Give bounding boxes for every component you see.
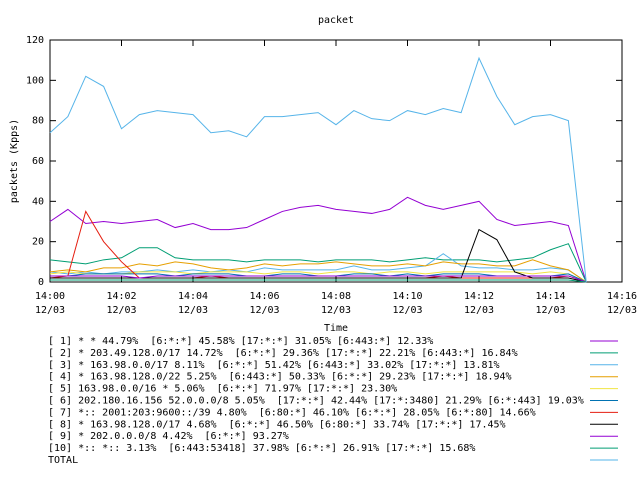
- plot-frame: [49, 39, 623, 283]
- series-line: [49, 259, 587, 283]
- x-tick-label: 14:08: [321, 291, 351, 302]
- x-tick-date: 12/03: [178, 305, 208, 316]
- x-tick-date: 12/03: [535, 305, 565, 316]
- x-tick-label: 14:06: [249, 291, 279, 302]
- x-tick-date: 12/03: [321, 305, 351, 316]
- series-line: [49, 196, 587, 283]
- chart-title: packet: [318, 15, 354, 26]
- x-tick-date: 12/03: [106, 305, 136, 316]
- x-tick-date: 12/03: [249, 305, 279, 316]
- x-tick-label: 14:16: [607, 291, 637, 302]
- series-line: [49, 243, 587, 283]
- y-axis-label: packets (Kpps): [9, 119, 20, 203]
- x-axis-label: Time: [324, 323, 348, 334]
- y-tick-label: 120: [26, 35, 44, 46]
- series-line: [49, 271, 587, 283]
- legend-label: TOTAL: [48, 455, 78, 466]
- y-tick-label: 80: [32, 116, 44, 127]
- legend-label: [ 4] * 163.98.128.0/22 5.25% [6:443:*] 5…: [48, 372, 512, 383]
- y-tick-label: 100: [26, 75, 44, 86]
- legend-label: [ 9] * 202.0.0.0/8 4.42% [6:*:*] 93.27%: [48, 431, 289, 442]
- x-tick-label: 14:14: [535, 291, 565, 302]
- y-tick-label: 0: [38, 277, 44, 288]
- legend-label: [ 5] 163.98.0.0/16 * 5.06% [6:*:*] 71.97…: [48, 384, 397, 395]
- x-tick-label: 14:04: [178, 291, 208, 302]
- x-tick-label: 14:02: [106, 291, 136, 302]
- legend-label: [ 1] * * 44.79% [6:*:*] 45.58% [17:*:*] …: [48, 336, 433, 347]
- x-tick-label: 14:10: [392, 291, 422, 302]
- legend-label: [ 3] * 163.98.0.0/17 8.11% [6:*:*] 51.42…: [48, 360, 500, 371]
- legend-label: [ 8] * 163.98.128.0/17 4.68% [6:*:*] 46.…: [48, 419, 506, 430]
- x-tick-date: 12/03: [35, 305, 65, 316]
- x-tick-date: 12/03: [464, 305, 494, 316]
- x-tick-date: 12/03: [392, 305, 422, 316]
- y-tick-label: 20: [32, 237, 44, 248]
- y-tick-label: 40: [32, 196, 44, 207]
- legend-label: [10] *:: *:: 3.13% [6:443:53418] 37.98% …: [48, 443, 475, 454]
- legend-label: [ 6] 202.180.16.156 52.0.0.0/8 5.05% [17…: [48, 396, 584, 407]
- x-tick-date: 12/03: [607, 305, 637, 316]
- x-tick-label: 14:00: [35, 291, 65, 302]
- legend-label: [ 7] *:: 2001:203:9600::/39 4.80% [6:80:…: [48, 407, 536, 418]
- series-line: [50, 279, 587, 283]
- y-tick-label: 60: [32, 156, 44, 167]
- legend-label: [ 2] * 203.49.128.0/17 14.72% [6:*:*] 29…: [48, 348, 518, 359]
- x-tick-label: 14:12: [464, 291, 494, 302]
- series-line: [49, 56, 587, 283]
- series-line: [50, 275, 587, 283]
